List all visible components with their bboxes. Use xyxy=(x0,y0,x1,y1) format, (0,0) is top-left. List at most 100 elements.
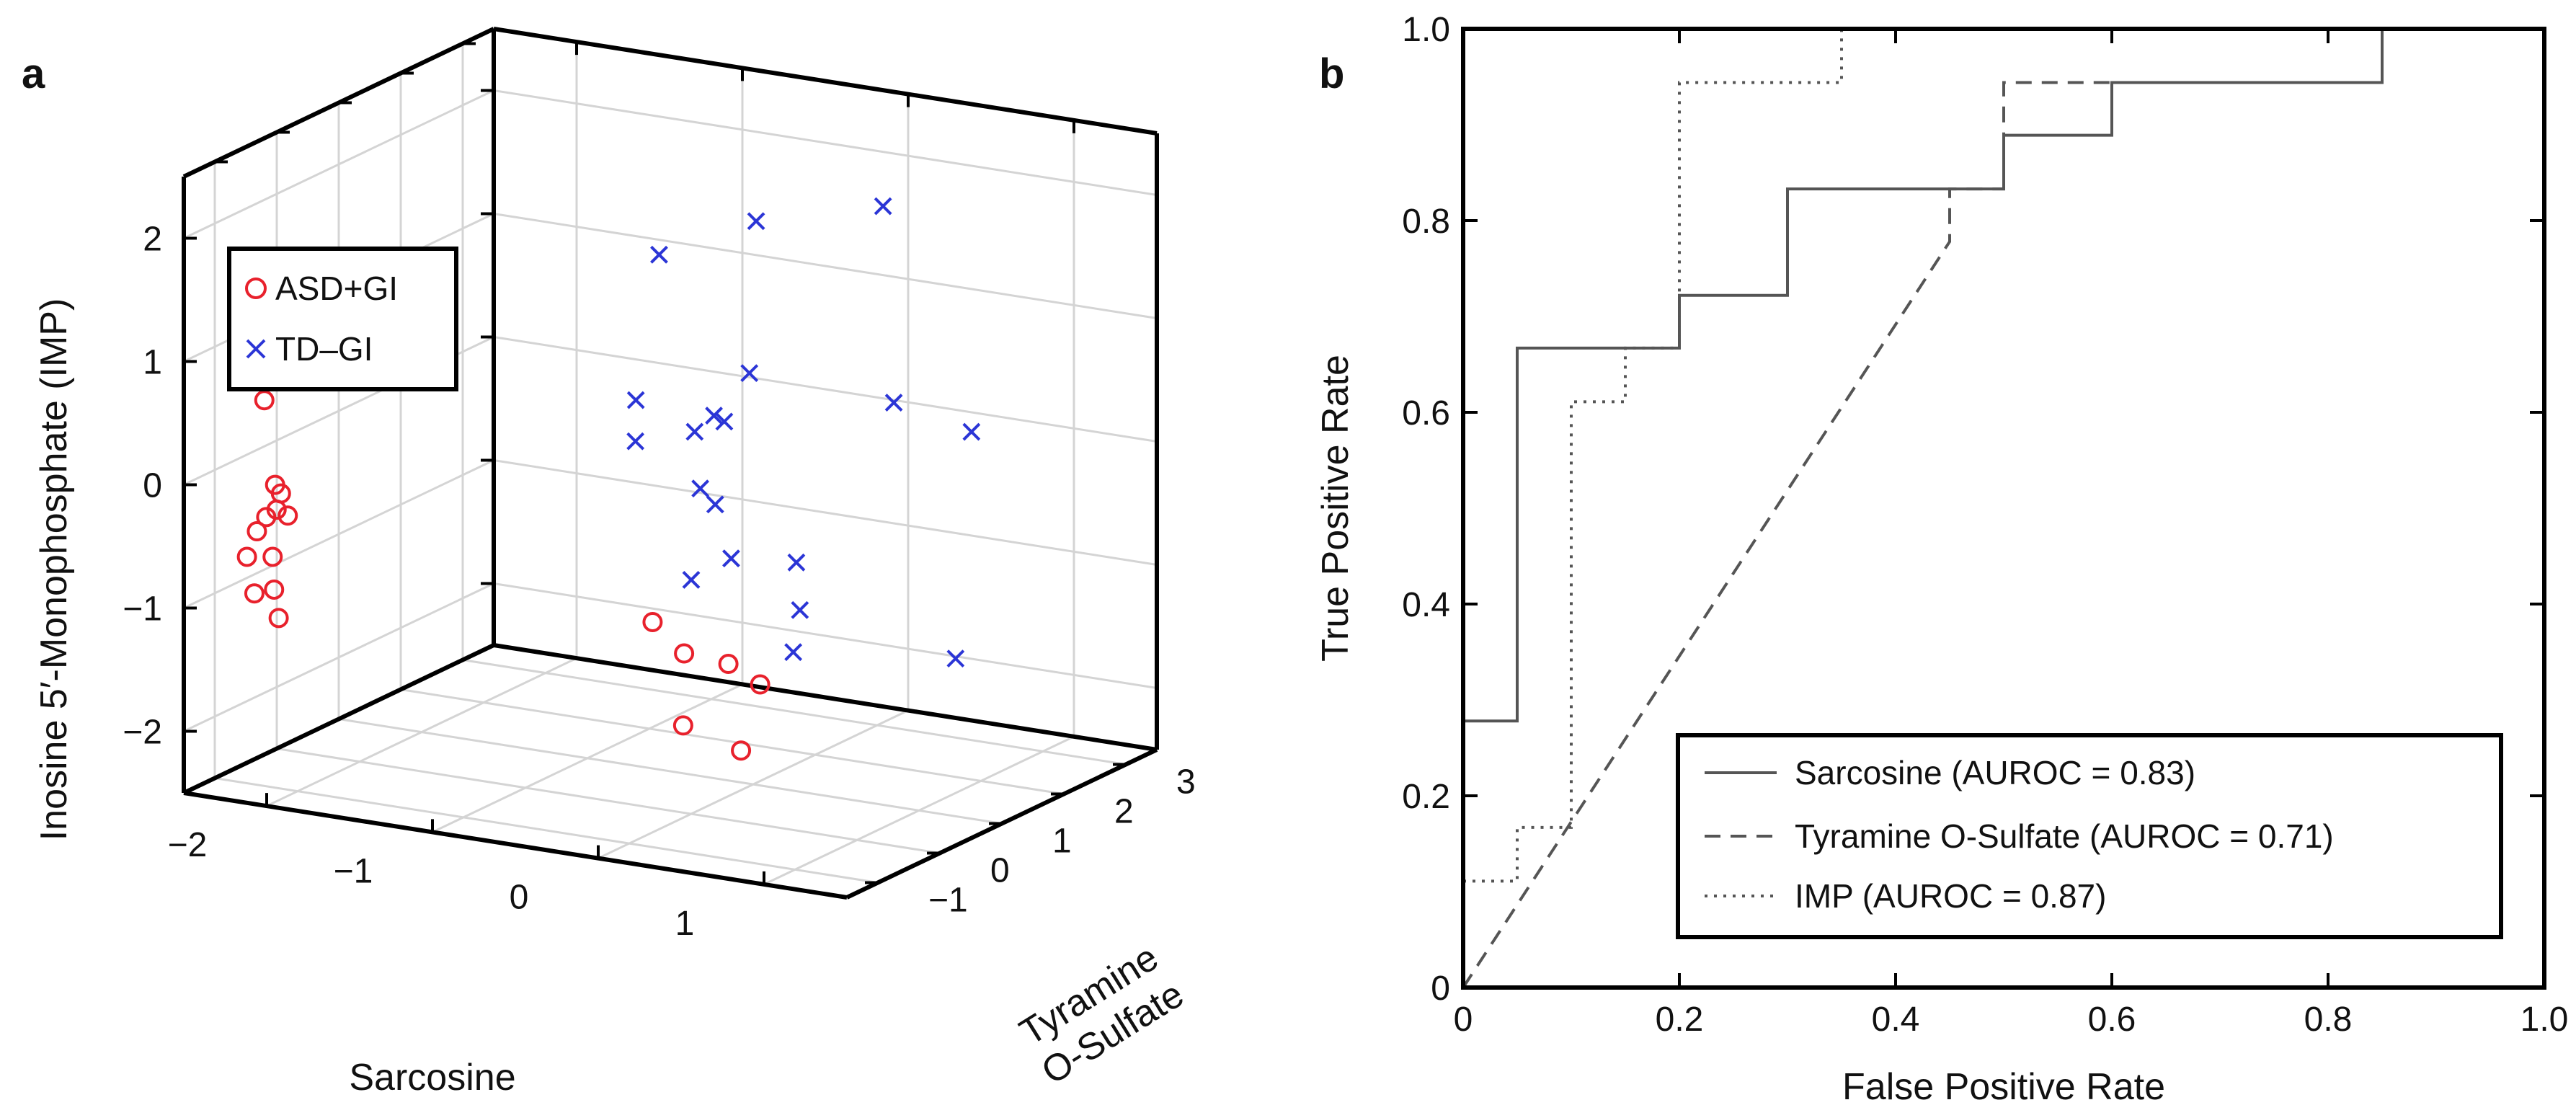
td-gi-point xyxy=(962,422,981,441)
asd-gi-point xyxy=(254,390,275,411)
td-gi-stroke xyxy=(884,394,903,412)
grid-floor-y xyxy=(214,777,879,884)
td-gi-point xyxy=(650,245,668,264)
td-gi-stroke xyxy=(962,422,981,441)
panel-b-ticks: 0 0.2 0.4 0.6 0.8 1.0 0 0.2 0.4 0.6 0.8 1.0 xyxy=(1402,11,2568,1039)
legend-sarcosine-label: Sarcosine (AUROC = 0.83) xyxy=(1795,754,2195,791)
grid-back-z xyxy=(493,89,1158,196)
x-tick-label: 0.8 xyxy=(2304,1001,2353,1039)
grid-floor-y xyxy=(462,659,1127,766)
grid-back-z xyxy=(493,582,1158,689)
td-gi-stroke xyxy=(747,212,765,231)
td-gi-point xyxy=(722,549,740,568)
z-axis-title-imp: Inosine 5′-Monophosphate (IMP) xyxy=(33,298,75,841)
grid-back-z xyxy=(493,459,1158,566)
asd-gi-point xyxy=(262,546,283,567)
box-edge xyxy=(493,643,1158,752)
panel-b-roc-lines xyxy=(1462,29,2384,989)
td-gi-point xyxy=(740,364,759,383)
asd-gi-point xyxy=(718,654,739,675)
asd-gi-point xyxy=(244,583,265,604)
td-gi-stroke xyxy=(685,422,704,441)
td-gi-point xyxy=(705,407,723,425)
x-tick-label: 0.4 xyxy=(1872,1001,1920,1039)
y-tick-label: 0.8 xyxy=(1402,203,1450,241)
x-axis-title-sarcosine: Sarcosine xyxy=(349,1057,515,1099)
y-axis-title-tpr: True Positive Rate xyxy=(1315,355,1356,662)
panel-a-legend: ASD+GI TD–GI xyxy=(227,247,458,391)
td-gi-point xyxy=(791,600,809,619)
y-tick-label: 0 xyxy=(1431,970,1450,1008)
asd-gi-point xyxy=(750,674,770,695)
td-gi-point xyxy=(784,643,803,662)
panel-b-legend-box xyxy=(1676,733,2503,939)
legend-td-gi-marker xyxy=(246,339,266,359)
y-tick-label: 3 xyxy=(1176,763,1196,802)
td-gi-point xyxy=(946,649,965,668)
td-gi-point xyxy=(685,422,704,441)
panel-a-label: a xyxy=(22,50,45,97)
td-gi-stroke xyxy=(650,245,668,264)
td-gi-stroke xyxy=(874,197,892,216)
legend-asd-gi-label: ASD+GI xyxy=(275,270,398,307)
grid-left-z xyxy=(183,459,494,609)
roc-curve-sarcosine xyxy=(1463,29,2384,723)
panel-b-legend: Sarcosine (AUROC = 0.83) Tyramine O-Sulf… xyxy=(1676,733,2503,939)
td-gi-point xyxy=(626,391,645,409)
td-gi-stroke xyxy=(626,432,645,451)
td-gi-stroke xyxy=(705,407,723,425)
asd-gi-point xyxy=(672,715,693,736)
td-gi-point xyxy=(706,495,724,514)
y-tick-label: 0 xyxy=(990,852,1010,890)
grid-back-z xyxy=(493,336,1158,443)
panel-a-tick-marks xyxy=(184,42,1126,884)
grid-floor-y xyxy=(400,688,1065,795)
x-axis-title-fpr: False Positive Rate xyxy=(1842,1066,2165,1108)
y-tick-label: 2 xyxy=(1114,793,1134,831)
td-gi-stroke xyxy=(682,571,701,589)
legend-asd-gi-marker xyxy=(245,278,267,299)
td-gi-point xyxy=(682,571,701,589)
td-gi-stroke xyxy=(946,649,965,668)
y-tick-label: 1.0 xyxy=(1402,11,1450,49)
box-edge xyxy=(183,791,848,900)
x-tick-label: −2 xyxy=(168,826,208,864)
z-tick-label: 1 xyxy=(143,344,162,382)
asd-gi-point xyxy=(264,579,285,600)
panel-a-tick-labels: −2 −1 0 1 −1 0 1 2 3 −2 −1 0 1 2 xyxy=(123,221,1195,943)
asd-gi-point xyxy=(268,608,289,629)
grid-back-z xyxy=(493,213,1158,319)
y-tick-label: −1 xyxy=(928,882,968,920)
legend-imp-label: IMP (AUROC = 0.87) xyxy=(1795,877,2106,915)
td-gi-point xyxy=(691,479,710,498)
panel-a-legend-box xyxy=(227,247,458,391)
x-tick-label: 0 xyxy=(1454,1001,1473,1039)
z-tick-label: −1 xyxy=(123,590,162,629)
legend-tyramine-label: Tyramine O-Sulfate (AUROC = 0.71) xyxy=(1795,817,2334,855)
panel-b-label: b xyxy=(1319,50,1344,97)
z-tick-label: −2 xyxy=(123,714,162,752)
td-gi-point xyxy=(715,412,734,431)
td-gi-stroke xyxy=(626,391,645,409)
td-gi-stroke xyxy=(691,479,710,498)
y-tick-label: 0.6 xyxy=(1402,394,1450,432)
z-tick-label: 2 xyxy=(143,221,162,259)
roc-curve-tyramine xyxy=(1462,81,2112,989)
x-tick-label: −1 xyxy=(334,852,373,890)
td-gi-stroke xyxy=(722,549,740,568)
td-gi-point xyxy=(787,553,806,572)
td-gi-stroke xyxy=(706,495,724,514)
td-gi-stroke xyxy=(715,412,734,431)
panel-b: b 0 0.2 0.4 0.6 0.8 1.0 0 0.2 0.4 0.6 0.8 1.0 False… xyxy=(1315,11,2568,1108)
panel-b-plot-frame xyxy=(1461,27,2546,990)
box-edge xyxy=(182,643,495,795)
panel-a-gridlines xyxy=(183,42,1158,886)
x-tick-label: 0 xyxy=(510,879,529,917)
asd-gi-point xyxy=(731,740,752,761)
td-gi-stroke xyxy=(740,364,759,383)
x-tick-label: 0.6 xyxy=(2088,1001,2136,1039)
grid-floor-y xyxy=(276,747,941,854)
x-tick-label: 1 xyxy=(675,905,695,943)
